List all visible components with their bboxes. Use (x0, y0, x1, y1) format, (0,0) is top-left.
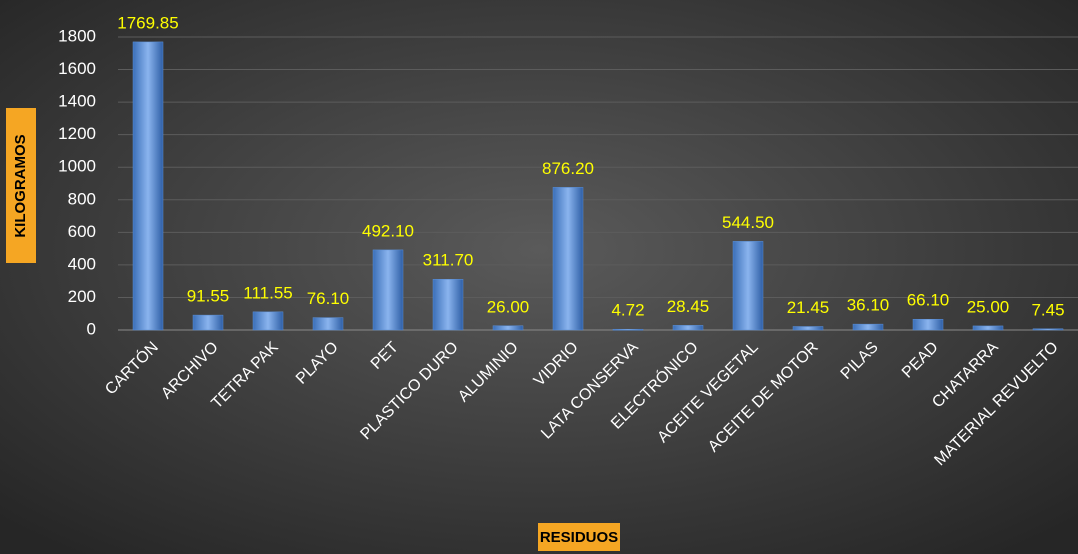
y-tick-label: 1200 (58, 124, 96, 143)
value-label: 28.45 (667, 297, 710, 316)
bar (972, 325, 1004, 331)
bar (372, 249, 404, 331)
x-axis-label: RESIDUOS (540, 529, 618, 546)
bar (612, 328, 644, 331)
y-axis-label: KILOGRAMOS (12, 134, 29, 237)
value-label: 311.70 (423, 251, 474, 270)
bar (852, 323, 884, 331)
value-label: 25.00 (967, 297, 1010, 316)
value-label: 1769.85 (117, 13, 178, 32)
y-tick-label: 1600 (58, 59, 96, 78)
y-tick-label: 1000 (58, 157, 96, 176)
value-label: 66.10 (907, 291, 950, 310)
bar (912, 318, 944, 331)
y-tick-label: 1800 (58, 26, 96, 45)
bar (492, 325, 524, 331)
bar (792, 326, 824, 331)
value-label: 91.55 (187, 287, 230, 306)
y-tick-label: 1400 (58, 92, 96, 111)
value-label: 21.45 (787, 298, 830, 317)
value-label: 544.50 (722, 213, 774, 232)
bar (432, 279, 464, 331)
bar (672, 325, 704, 331)
bar (312, 317, 344, 331)
y-label-box (6, 108, 36, 263)
bar (732, 241, 764, 331)
y-tick-label: 800 (68, 189, 96, 208)
bar (252, 311, 284, 331)
y-tick-label: 200 (68, 287, 96, 306)
bar (132, 41, 164, 331)
x-label-box (538, 523, 620, 551)
value-label: 36.10 (847, 296, 890, 315)
y-tick-label: 0 (87, 319, 96, 338)
bar (192, 314, 224, 331)
value-label: 876.20 (542, 159, 594, 178)
bar (552, 187, 584, 331)
value-label: 492.10 (362, 221, 414, 240)
y-tick-label: 600 (68, 222, 96, 241)
value-label: 111.55 (243, 283, 292, 302)
value-label: 76.10 (307, 289, 350, 308)
y-tick-label: 400 (68, 254, 96, 273)
value-label: 4.72 (611, 301, 644, 320)
bar (1032, 328, 1064, 331)
value-label: 7.45 (1031, 300, 1064, 319)
value-label: 26.00 (487, 297, 530, 316)
